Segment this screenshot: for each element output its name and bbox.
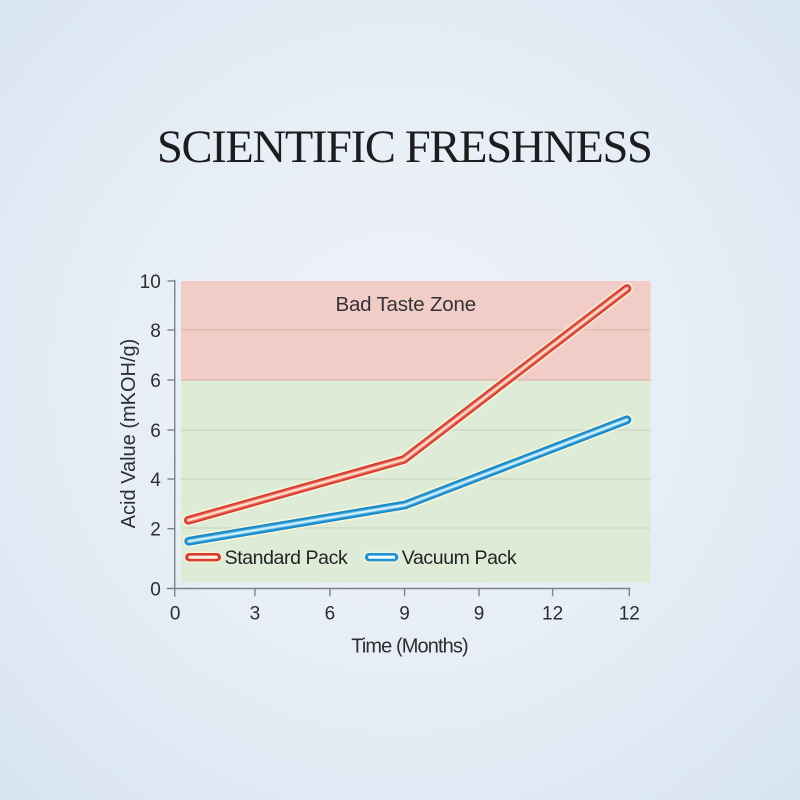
svg-text:6: 6 bbox=[325, 604, 336, 625]
svg-text:Vacuum Pack: Vacuum Pack bbox=[402, 547, 517, 569]
svg-text:12: 12 bbox=[619, 604, 640, 625]
svg-text:4: 4 bbox=[150, 470, 161, 491]
svg-text:6: 6 bbox=[150, 421, 161, 442]
svg-text:3: 3 bbox=[250, 604, 261, 625]
svg-text:9: 9 bbox=[474, 604, 485, 625]
svg-text:0: 0 bbox=[150, 579, 161, 600]
svg-text:10: 10 bbox=[140, 272, 161, 293]
svg-text:Acid Value (mKOH/g): Acid Value (mKOH/g) bbox=[118, 339, 140, 529]
svg-text:9: 9 bbox=[399, 604, 410, 625]
svg-text:0: 0 bbox=[170, 604, 181, 625]
svg-text:Bad Taste Zone: Bad Taste Zone bbox=[335, 293, 475, 316]
svg-text:12: 12 bbox=[542, 604, 563, 625]
svg-text:6: 6 bbox=[150, 371, 161, 392]
svg-text:Time (Months): Time (Months) bbox=[351, 635, 468, 657]
svg-text:2: 2 bbox=[150, 520, 161, 541]
svg-text:8: 8 bbox=[150, 321, 161, 342]
svg-text:Standard Pack: Standard Pack bbox=[225, 547, 348, 569]
